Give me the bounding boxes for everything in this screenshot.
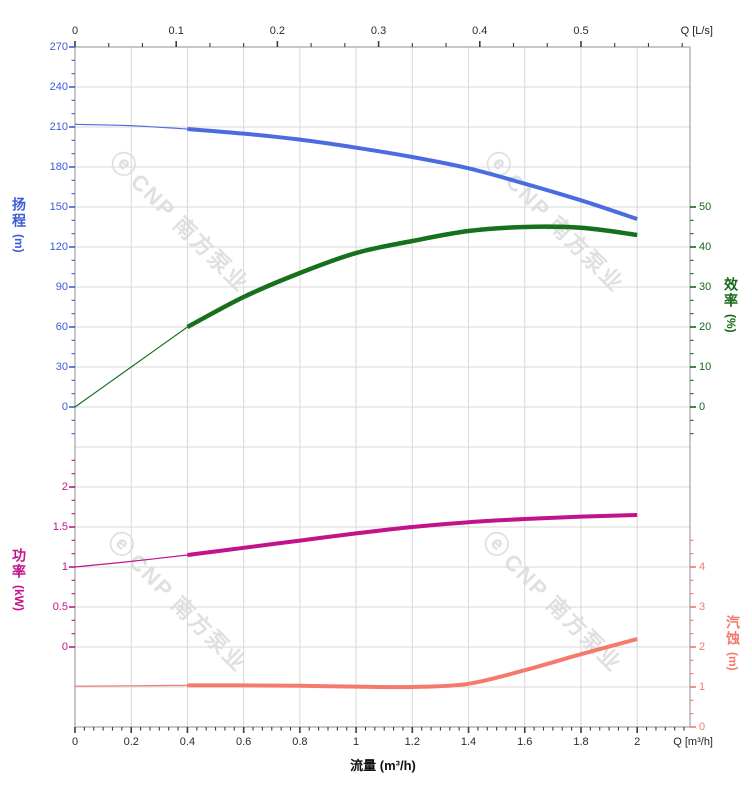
head-curve-thin [74,123,188,130]
efficiency-axis-unit: (%) [724,314,738,333]
power-curve [187,513,638,557]
efficiency-axis-title: 效率 (%) [723,277,739,333]
npsh-curve [187,637,638,690]
power-axis-title-text: 功率 [11,548,27,580]
npsh-curve-thin [74,684,188,687]
power-curve-thin [74,554,188,568]
head-axis-unit: (m) [12,234,26,253]
power-axis-unit: (kW) [12,585,26,611]
head-axis-title-text: 扬程 [11,197,27,229]
efficiency-curve-thin [74,326,188,408]
npsh-axis-unit: (m) [726,652,740,671]
head-curve [187,127,638,221]
power-axis-title: 功率 (kW) [11,548,27,611]
head-axis-title: 扬程 (m) [11,197,27,253]
efficiency-axis-title-text: 效率 [723,277,739,309]
efficiency-curve [186,224,638,329]
plot-frame [74,46,691,728]
npsh-axis-title-text: 汽蚀 [725,615,741,647]
npsh-axis-title: 汽蚀 (m) [725,615,741,671]
